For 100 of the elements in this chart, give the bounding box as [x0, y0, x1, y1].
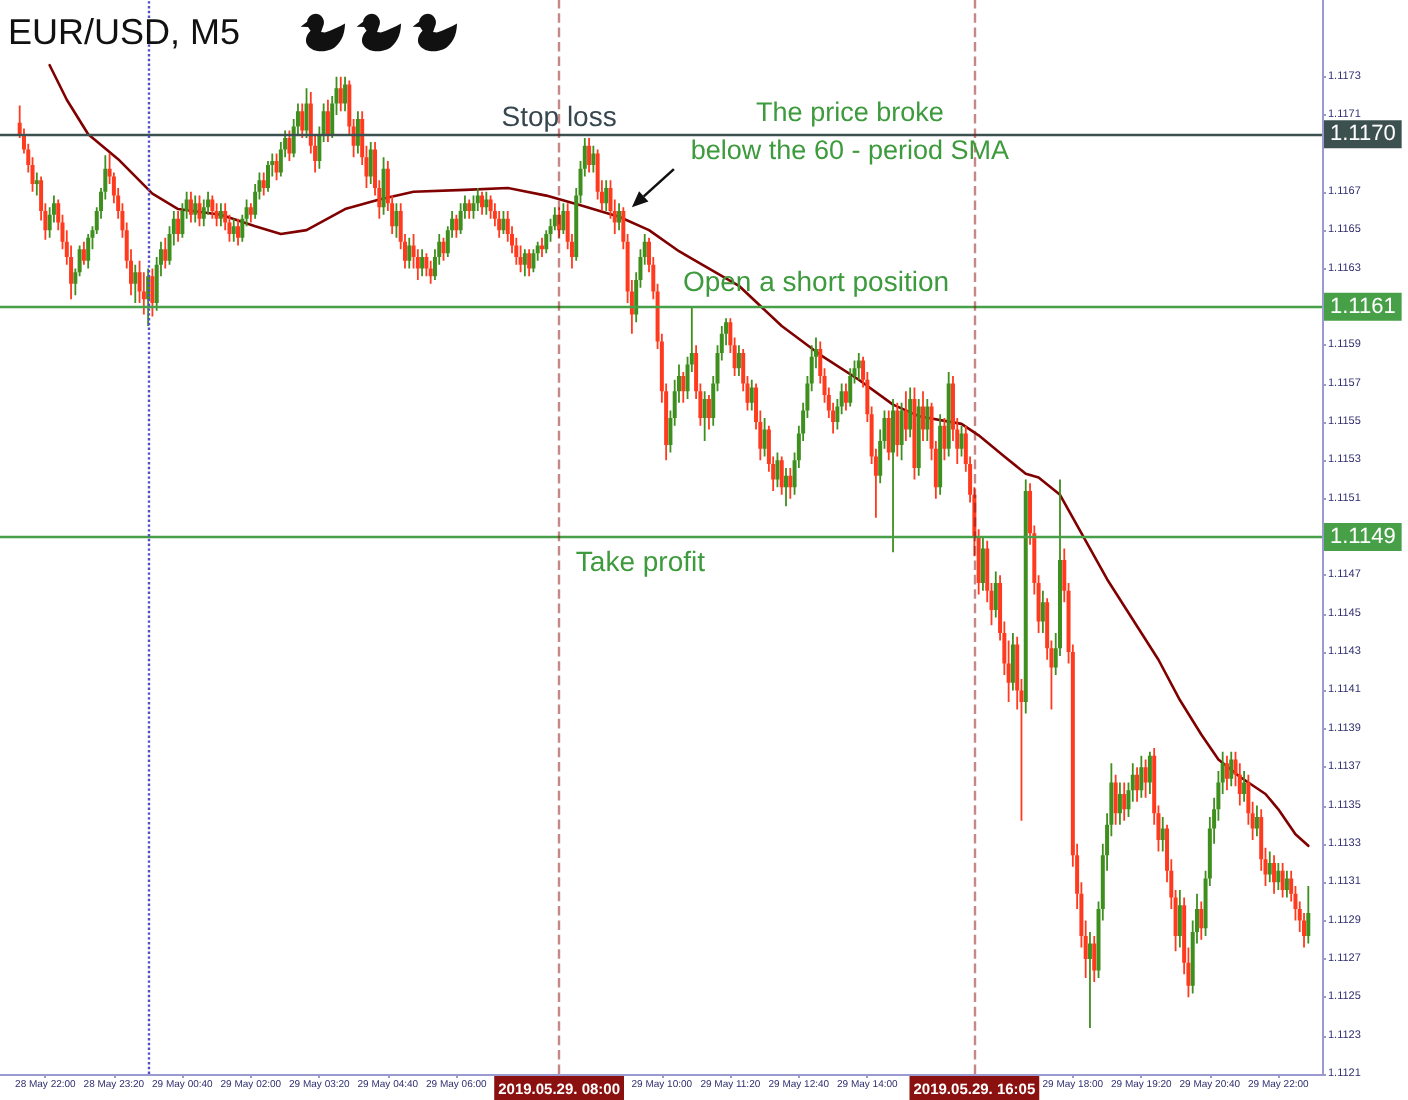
- candlestick: [381, 157, 386, 215]
- candlestick: [1023, 479, 1028, 714]
- candlestick: [617, 203, 622, 231]
- candlestick: [946, 372, 951, 457]
- candlestick: [355, 111, 360, 154]
- candlestick: [497, 210, 502, 238]
- candlestick: [424, 253, 429, 277]
- candlestick: [916, 398, 921, 476]
- candlestick: [488, 195, 493, 219]
- candlestick: [420, 249, 425, 277]
- candlestick: [886, 410, 891, 461]
- candlestick: [261, 172, 266, 196]
- candlestick: [1272, 855, 1277, 894]
- candlestick: [531, 249, 536, 273]
- candlestick: [480, 191, 485, 215]
- candlestick: [368, 141, 373, 185]
- candlestick: [749, 379, 754, 411]
- annotation: The price broke below the 60 - period SMA: [690, 97, 1009, 166]
- candlestick: [522, 249, 527, 277]
- candlestick: [557, 207, 562, 238]
- candlestick: [1284, 870, 1289, 898]
- candlestick: [1306, 886, 1311, 944]
- annotation: Take profit: [575, 545, 706, 577]
- candlestick: [527, 249, 532, 277]
- candlestick: [1242, 770, 1247, 802]
- candlestick: [848, 368, 853, 407]
- candlestick: [908, 387, 913, 438]
- candlestick: [484, 191, 489, 215]
- candlestick: [539, 237, 544, 257]
- candlestick: [1040, 590, 1045, 633]
- candlestick: [912, 387, 917, 480]
- candlestick: [81, 241, 86, 265]
- candlestick: [467, 199, 472, 219]
- candlestick: [980, 537, 985, 591]
- candlestick: [604, 180, 609, 211]
- candlestick: [779, 456, 784, 495]
- candlestick: [248, 203, 253, 223]
- candlestick: [1177, 889, 1182, 948]
- candlestick: [428, 260, 433, 284]
- candlestick: [681, 372, 686, 403]
- candlestick: [188, 191, 193, 223]
- candlestick: [1139, 755, 1144, 798]
- ref-line-label: 1.1170: [1330, 122, 1396, 147]
- candlestick: [706, 395, 711, 430]
- candlestick: [1135, 767, 1140, 802]
- ref-line-label: 1.1149: [1330, 525, 1396, 549]
- candlestick: [176, 210, 181, 242]
- candlestick: [214, 203, 219, 227]
- candlestick: [993, 571, 998, 618]
- ref-line-label: 1.1161: [1330, 294, 1396, 319]
- candlestick: [891, 398, 896, 553]
- candlestick: [591, 145, 596, 173]
- chart-title: EUR/USD, M5: [8, 10, 241, 54]
- candlestick: [788, 467, 793, 499]
- candlestick: [1087, 932, 1092, 1028]
- candlestick: [236, 218, 241, 246]
- candlestick: [938, 414, 943, 495]
- candlestick: [1117, 782, 1122, 825]
- candlestick: [1113, 774, 1118, 825]
- candlestick: [1254, 805, 1259, 837]
- line-series: [48, 63, 1310, 848]
- candlestick: [921, 391, 925, 442]
- candlestick: [458, 203, 463, 234]
- candlestick: [1280, 863, 1285, 898]
- candlestick: [1229, 751, 1234, 787]
- candlestick: [163, 237, 168, 269]
- candlestick: [587, 138, 592, 173]
- candlestick: [218, 203, 223, 227]
- candlestick: [895, 402, 900, 457]
- candlestick: [1160, 817, 1165, 852]
- candlestick: [843, 383, 848, 411]
- candlestick: [266, 161, 270, 192]
- candlestick: [1147, 751, 1152, 794]
- candlestick: [1224, 755, 1229, 791]
- candlestick: [325, 99, 330, 142]
- candlestick: [231, 218, 236, 242]
- candlestick: [1143, 759, 1148, 798]
- candlestick: [762, 418, 767, 457]
- candlestick: [133, 264, 138, 304]
- candlestick: [201, 199, 206, 227]
- candlestick: [454, 214, 459, 238]
- candlestick: [300, 103, 305, 139]
- candlestick: [925, 398, 930, 442]
- candlestick: [784, 467, 789, 507]
- annotation: Stop loss: [501, 100, 617, 133]
- candlestick: [1267, 851, 1272, 883]
- candlestick: [1122, 782, 1127, 821]
- candlestick: [86, 233, 91, 269]
- candlestick: [1199, 901, 1204, 940]
- candlestick: [407, 237, 412, 269]
- candlestick: [475, 187, 480, 211]
- candlestick: [193, 195, 198, 223]
- candlestick: [338, 76, 343, 112]
- candlestick: [903, 391, 908, 442]
- candlestick: [561, 203, 566, 234]
- candlestick: [210, 195, 215, 219]
- candlestick: [34, 172, 39, 196]
- candlestick: [1276, 863, 1281, 890]
- candlestick: [856, 352, 861, 380]
- candlestick: [1092, 935, 1097, 982]
